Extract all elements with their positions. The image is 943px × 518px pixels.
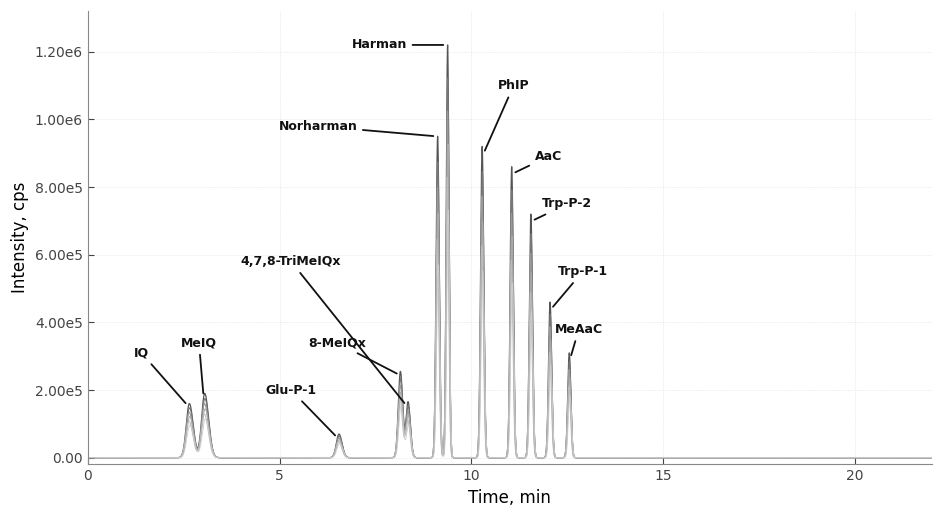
Text: MeIQ: MeIQ [181,336,217,393]
Text: 8-MeIQx: 8-MeIQx [308,336,397,373]
Text: IQ: IQ [134,347,186,403]
Text: 4,7,8-TriMeIQx: 4,7,8-TriMeIQx [240,255,405,403]
Text: Trp-P-2: Trp-P-2 [535,197,592,220]
X-axis label: Time, min: Time, min [469,489,552,507]
Text: Glu-P-1: Glu-P-1 [266,383,335,436]
Text: AaC: AaC [515,150,562,172]
Text: Trp-P-1: Trp-P-1 [553,265,607,307]
Text: PhIP: PhIP [485,79,529,151]
Text: Norharman: Norharman [278,120,434,136]
Y-axis label: Intensity, cps: Intensity, cps [11,182,29,294]
Text: Harman: Harman [352,38,443,51]
Text: MeAaC: MeAaC [554,323,603,355]
